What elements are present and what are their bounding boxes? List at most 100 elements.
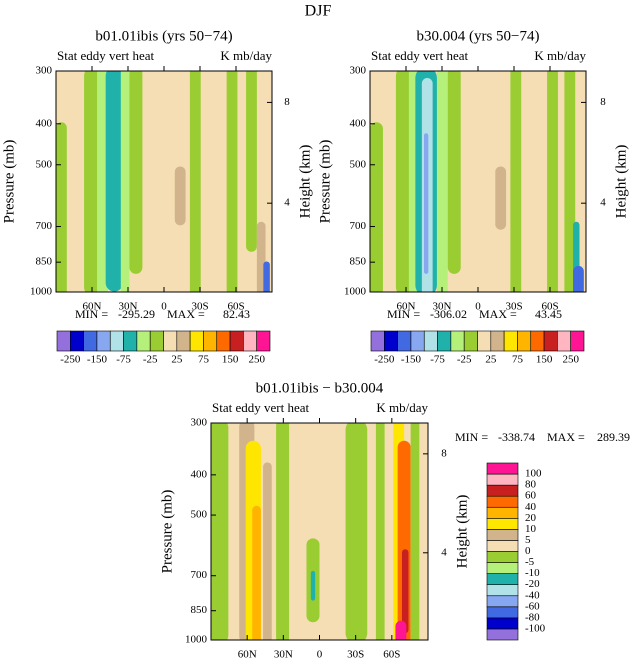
colorbar-box (123, 330, 138, 352)
max-value: 43.45 (535, 307, 562, 321)
contour-field (211, 423, 428, 640)
contour-region (495, 166, 507, 230)
colorbar-label: -60 (525, 600, 540, 612)
panel-units: K mb/day (376, 400, 428, 415)
colorbar-box (486, 518, 519, 530)
y-tick-label: 400 (191, 468, 208, 480)
y-tick-label: 700 (191, 569, 208, 581)
min-label: MIN = (455, 430, 488, 444)
colorbar-label: 150 (536, 354, 553, 366)
colorbar-box (503, 330, 518, 352)
y-tick-label: 700 (36, 220, 53, 232)
x-tick-label: 60S (541, 301, 558, 313)
contour-region (105, 71, 123, 292)
colorbar-label: -20 (525, 578, 540, 590)
colorbar-box (189, 330, 204, 352)
colorbar-label: 80 (525, 479, 537, 491)
colorbar-box (243, 330, 257, 352)
contour-region (573, 265, 584, 292)
x-tick-label: 30S (347, 649, 364, 661)
y-axis-label: Pressure (mb) (159, 490, 175, 574)
colorbar-box (176, 330, 191, 352)
colorbar-box (410, 330, 425, 352)
colorbar-box (370, 330, 385, 352)
contour-region (256, 221, 266, 292)
panel-subtitle: Stat eddy vert heat (212, 400, 309, 415)
y-tick-label: 400 (36, 117, 53, 129)
colorbar-box (109, 330, 124, 352)
colorbar-box (517, 330, 532, 352)
contour-region (189, 71, 201, 292)
colorbar-label: -150 (87, 354, 108, 366)
colorbar-box (486, 473, 519, 486)
colorbar-box (203, 330, 218, 352)
y2-tick-label: 4 (600, 197, 606, 209)
y2-tick-label: 4 (284, 197, 290, 209)
contour-region (410, 423, 420, 640)
colorbar-box (486, 484, 519, 497)
colorbar-label: -10 (525, 567, 540, 579)
colorbar-label: -150 (401, 354, 422, 366)
colorbar-box (397, 330, 412, 352)
contour-region (395, 71, 414, 292)
panel-title: b30.004 (yrs 50−74) (416, 28, 539, 44)
panel-subtitle: Stat eddy vert heat (57, 48, 154, 63)
colorbar-box (450, 330, 465, 352)
x-tick-label: 0 (161, 301, 167, 313)
x-tick-label: 30N (433, 301, 452, 313)
contour-region (401, 549, 409, 634)
colorbar-label: 40 (525, 501, 537, 513)
y-tick-label: 1000 (30, 286, 53, 298)
y-tick-label: 850 (191, 604, 208, 616)
colorbar-label: 0 (525, 545, 531, 557)
y-tick-label: 300 (36, 65, 53, 77)
contour-region (370, 122, 383, 292)
colorbar-box (463, 330, 478, 352)
y-tick-label: 1000 (344, 286, 367, 298)
contour-region (246, 71, 257, 252)
y-tick-label: 700 (350, 220, 367, 232)
panel-units: K mb/day (534, 48, 586, 63)
max-label: MAX = (479, 307, 517, 321)
contour-region (375, 423, 385, 640)
colorbar-label: -5 (525, 556, 535, 568)
colorbar-label: 75 (512, 354, 524, 366)
contour-region (510, 71, 522, 292)
colorbar-label: -250 (60, 354, 81, 366)
colorbar-box (486, 529, 519, 541)
x-tick-label: 60N (238, 649, 257, 661)
max-value: 82.43 (223, 307, 250, 321)
x-tick-label: 60N (397, 301, 416, 313)
colorbar-label: -40 (525, 589, 540, 601)
colorbar-box (486, 506, 519, 519)
colorbar-box (543, 330, 558, 352)
x-tick-label: 0 (475, 301, 481, 313)
y-tick-label: 850 (350, 256, 367, 268)
y2-tick-label: 4 (441, 546, 447, 558)
contour-region (263, 261, 270, 292)
y-axis-label: Pressure (mb) (1, 140, 17, 224)
y2-axis-label: Height (km) (297, 145, 313, 219)
y-tick-label: 300 (191, 417, 208, 429)
y2-axis-label: Height (km) (613, 145, 629, 219)
colorbar-box (136, 330, 151, 352)
colorbar-label: 75 (198, 354, 210, 366)
contour-region (226, 71, 238, 292)
colorbar-box (256, 330, 271, 352)
colorbar-label: -25 (457, 354, 472, 366)
y2-axis-label: Height (km) (454, 495, 470, 569)
colorbar-box (486, 584, 519, 597)
contour-region (424, 133, 429, 274)
y2-tick-label: 8 (284, 96, 290, 108)
colorbar-box (486, 606, 519, 619)
colorbar-label: -80 (525, 611, 540, 623)
contour-region (252, 505, 261, 640)
x-tick-label: 60N (83, 301, 102, 313)
colorbar-box (486, 551, 519, 563)
colorbar-box (486, 540, 519, 552)
colorbar-box (486, 628, 519, 641)
colorbar-box (216, 330, 231, 352)
y-tick-label: 850 (36, 256, 53, 268)
contour-region (120, 71, 130, 292)
min-value: -295.29 (118, 307, 155, 321)
